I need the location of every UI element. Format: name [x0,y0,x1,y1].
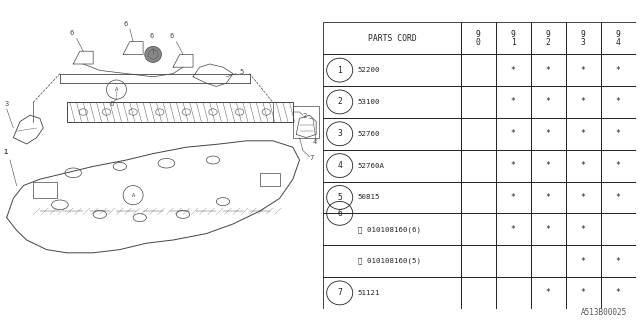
Text: *: * [511,225,516,234]
Text: 7: 7 [310,155,314,161]
Text: 9
2: 9 2 [546,30,550,47]
Text: *: * [511,193,516,202]
Circle shape [145,46,161,62]
Text: *: * [616,66,620,75]
Text: 52760A: 52760A [358,163,385,169]
Text: Ⓑ 010108160(6): Ⓑ 010108160(6) [358,226,420,233]
Text: 5: 5 [337,193,342,202]
Text: *: * [580,129,586,138]
Text: *: * [580,225,586,234]
Text: *: * [546,288,550,297]
Text: *: * [580,288,586,297]
Text: *: * [580,257,586,266]
Text: *: * [511,66,516,75]
Bar [260,173,280,186]
Text: 6: 6 [170,33,174,39]
Text: *: * [546,193,550,202]
Bar [293,106,319,138]
Text: *: * [546,98,550,107]
Text: A: A [131,193,135,198]
Text: *: * [580,161,586,170]
Text: 7: 7 [337,288,342,297]
Text: 9
1: 9 1 [511,30,516,47]
Text: 52200: 52200 [358,67,380,73]
Text: 5: 5 [239,68,244,75]
Text: *: * [546,161,550,170]
Text: *: * [511,98,516,107]
Text: 4: 4 [313,139,317,145]
Text: 53100: 53100 [358,99,380,105]
Bar [33,182,56,198]
Text: 6: 6 [110,100,114,107]
Text: *: * [580,98,586,107]
Text: 50815: 50815 [358,195,380,200]
Text: 1: 1 [337,66,342,75]
Text: 9
0: 9 0 [476,30,481,47]
Text: 4: 4 [337,161,342,170]
Text: 9
3: 9 3 [580,30,586,47]
Text: 6: 6 [70,30,74,36]
Text: *: * [616,98,620,107]
Text: *: * [616,161,620,170]
Text: *: * [616,288,620,297]
Text: *: * [616,193,620,202]
Text: 2: 2 [303,113,307,119]
Text: 6: 6 [150,33,154,39]
Text: 6: 6 [337,209,342,218]
Text: 52760: 52760 [358,131,380,137]
Text: 1: 1 [3,148,8,155]
Text: 3: 3 [337,129,342,138]
Text: *: * [511,129,516,138]
Text: 3: 3 [5,100,9,107]
Text: 9
4: 9 4 [616,30,620,47]
Text: *: * [546,129,550,138]
Text: 6: 6 [123,20,127,27]
Text: 51121: 51121 [358,290,380,296]
Text: *: * [616,129,620,138]
Text: 2: 2 [337,98,342,107]
Text: *: * [546,225,550,234]
Text: *: * [616,257,620,266]
Text: *: * [580,193,586,202]
Text: Ⓑ 010108160(5): Ⓑ 010108160(5) [358,258,420,264]
Text: A: A [115,87,118,92]
Text: PARTS CORD: PARTS CORD [367,34,416,43]
Text: *: * [546,66,550,75]
Text: *: * [580,66,586,75]
Text: *: * [511,161,516,170]
Text: A513B00025: A513B00025 [581,308,627,317]
